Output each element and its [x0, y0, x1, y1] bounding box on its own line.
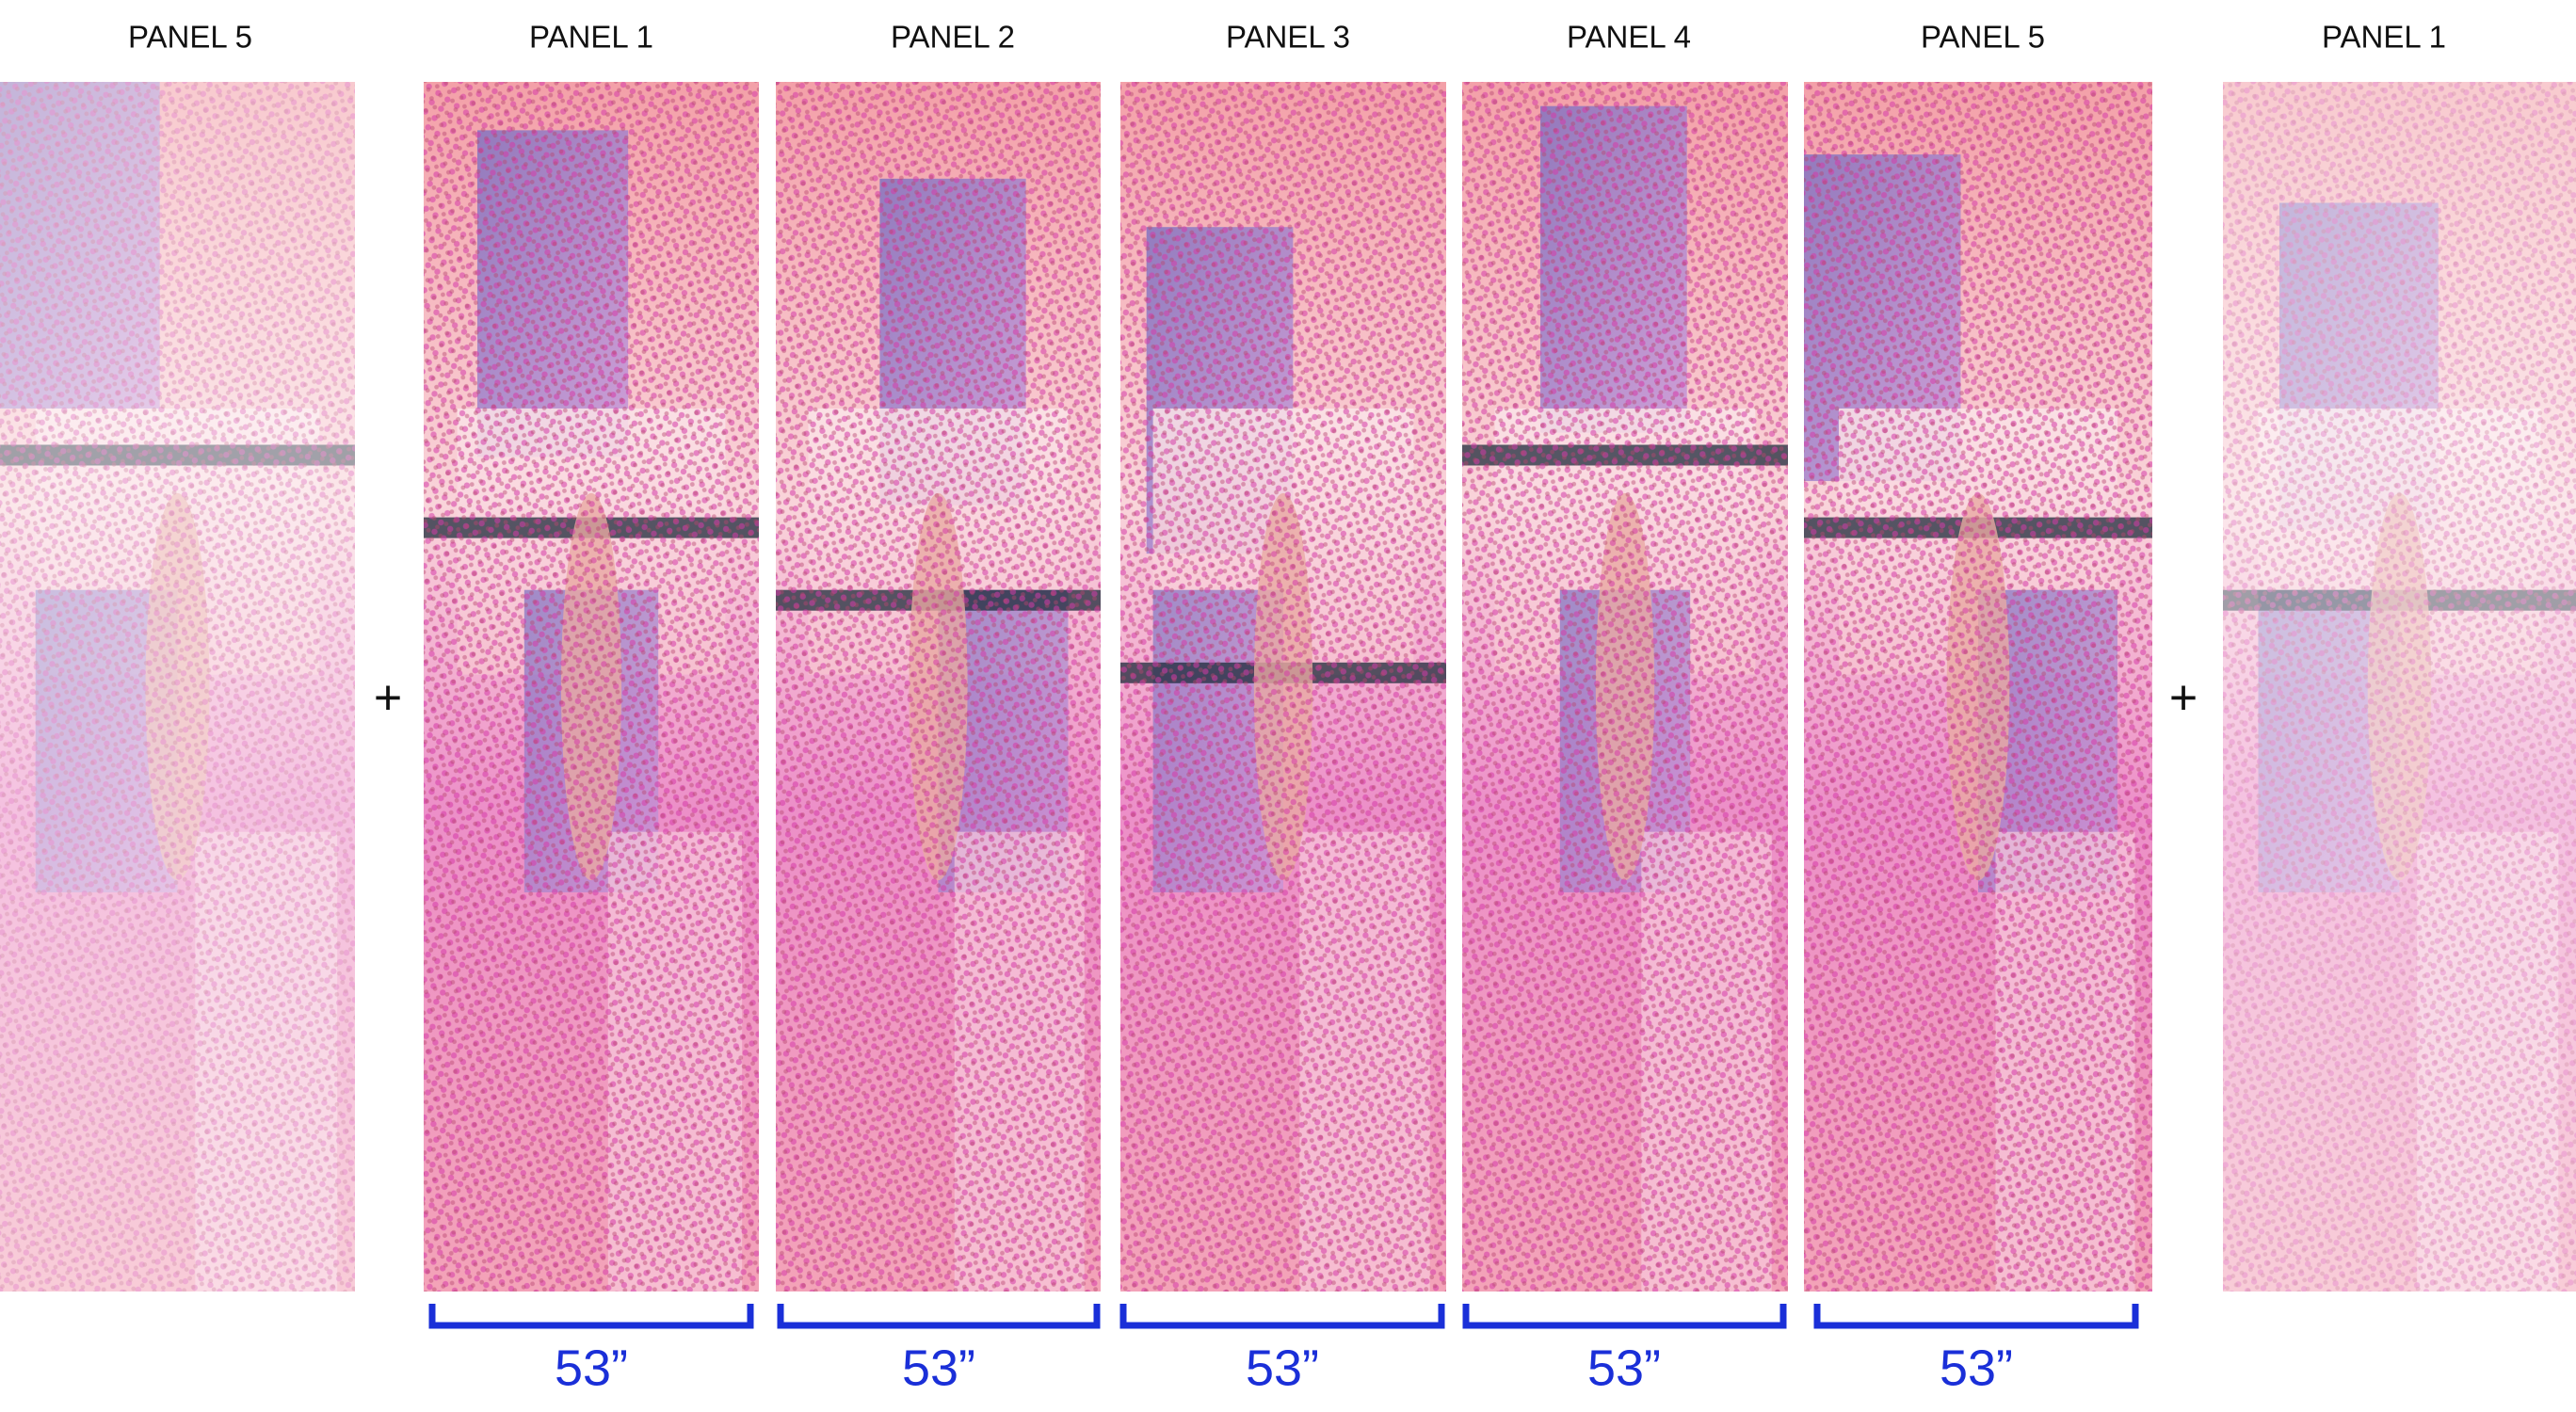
width-bracket [1119, 1304, 1445, 1329]
width-label: 53” [555, 1340, 628, 1396]
plus-sign: + [374, 671, 402, 726]
panel-image-part [776, 82, 1101, 1292]
panel-artwork [0, 82, 2576, 1292]
width-label: 53” [902, 1340, 975, 1396]
width-bracket [1813, 1304, 2139, 1329]
panel-label: PANEL 3 [1226, 20, 1350, 55]
panel-image-part [424, 82, 759, 1292]
panel-image-part [2223, 82, 2576, 1292]
plus-sign: + [2169, 671, 2198, 726]
width-bracket [428, 1304, 754, 1329]
panel-label: PANEL 4 [1567, 20, 1691, 55]
panel-image-part [1120, 82, 1446, 1292]
panel-image-part [0, 82, 355, 1292]
width-bracket [1462, 1304, 1787, 1329]
panel-label: PANEL 5 [1921, 20, 2045, 55]
panel-image-part [424, 82, 759, 1292]
panel-label: PANEL 5 [128, 20, 252, 55]
panel-label: PANEL 1 [529, 20, 653, 55]
panel-image-part [1462, 82, 1788, 1292]
panel-image-part [1804, 82, 2152, 1292]
panel-label: PANEL 1 [2322, 20, 2446, 55]
panel-image-part [1804, 82, 2152, 1292]
width-label: 53” [1940, 1340, 2013, 1396]
width-label: 53” [1246, 1340, 1319, 1396]
panel-image-part [776, 82, 1101, 1292]
panel-label: PANEL 2 [891, 20, 1015, 55]
panel-image-part [2223, 82, 2576, 1292]
width-label: 53” [1587, 1340, 1661, 1396]
panel-image-part [1462, 82, 1788, 1292]
width-bracket [777, 1304, 1101, 1329]
panel-image-part [0, 82, 355, 1292]
panel-image-part [1120, 82, 1446, 1292]
